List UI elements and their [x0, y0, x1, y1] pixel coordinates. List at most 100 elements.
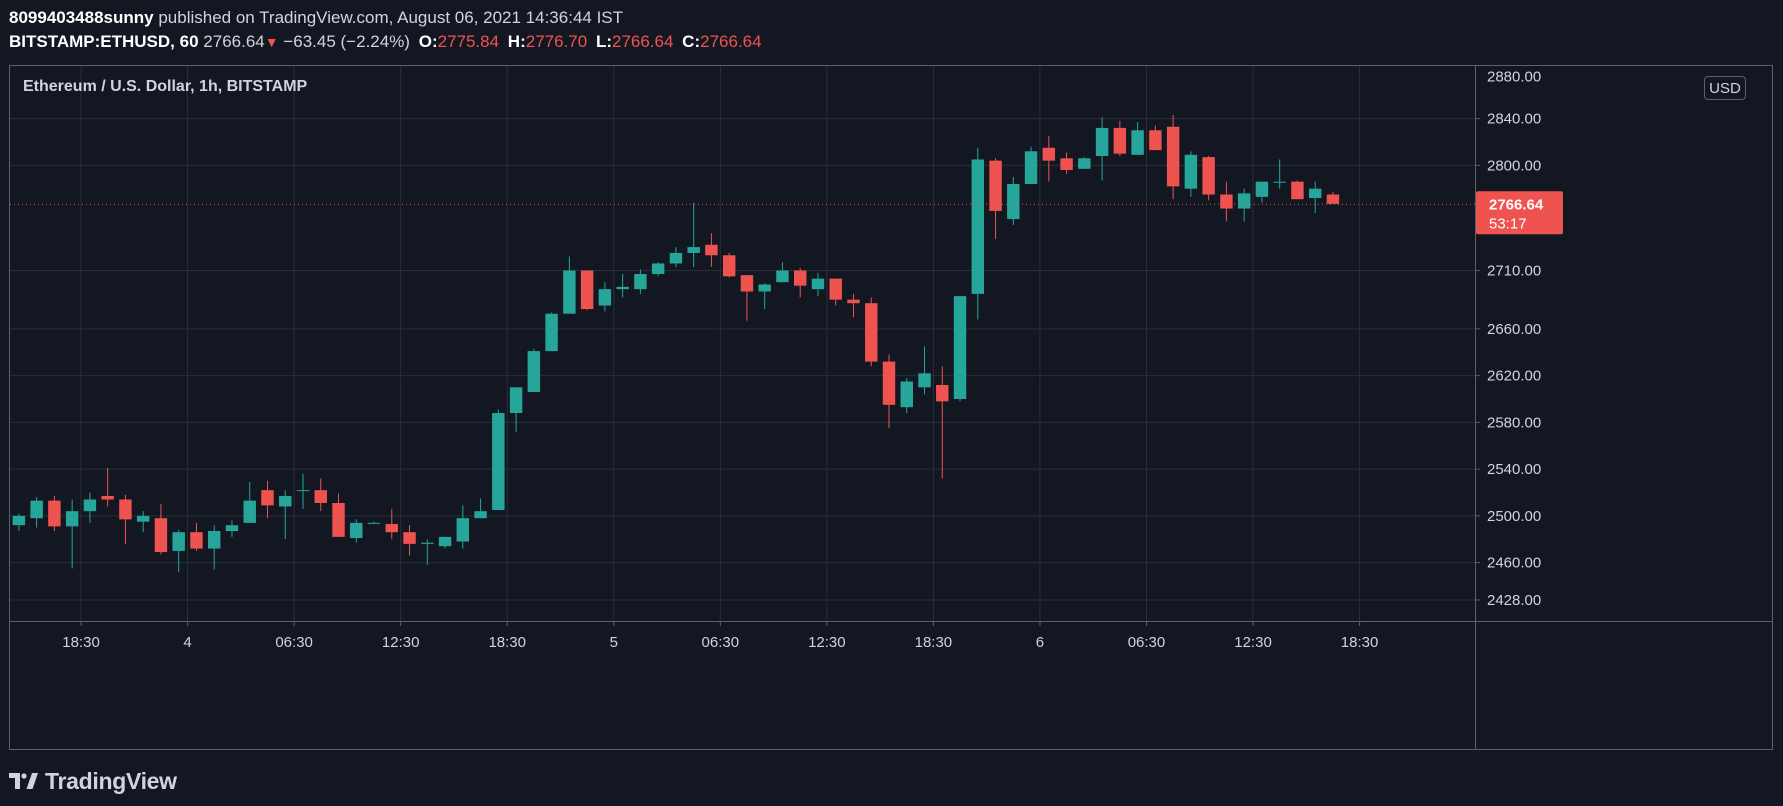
candle-72[interactable] [1291, 180, 1304, 200]
candle-34[interactable] [616, 273, 629, 298]
candle-22[interactable] [403, 525, 416, 556]
candle-20[interactable] [367, 521, 381, 525]
candle-body [865, 303, 878, 362]
currency-button[interactable]: USD [1704, 76, 1746, 100]
candle-52[interactable] [936, 366, 949, 479]
candle-59[interactable] [1060, 152, 1073, 174]
candle-36[interactable] [651, 262, 665, 277]
candle-37[interactable] [669, 247, 683, 267]
candle-body [119, 499, 132, 520]
candle-21[interactable] [385, 508, 399, 540]
candle-50[interactable] [900, 377, 913, 414]
candle-35[interactable] [634, 269, 647, 294]
candle-68[interactable] [1220, 181, 1233, 222]
candle-69[interactable] [1237, 188, 1251, 222]
candle-body [509, 387, 523, 414]
candle-42[interactable] [758, 283, 771, 310]
candle-10[interactable] [190, 522, 203, 551]
author-name[interactable]: 8099403488sunny [9, 8, 154, 27]
price-change: −63.45 (−2.24%) [283, 32, 410, 51]
candle-40[interactable] [722, 252, 736, 278]
candle-body [1131, 130, 1144, 155]
candle-19[interactable] [350, 519, 363, 543]
x-tick-label-2: 06:30 [275, 634, 313, 651]
candle-8[interactable] [154, 504, 168, 555]
candle-15[interactable] [279, 490, 292, 540]
candle-54[interactable] [971, 147, 985, 320]
candle-73[interactable] [1308, 181, 1322, 214]
candle-body [225, 525, 239, 532]
chart-frame [9, 65, 1773, 750]
candle-55[interactable] [989, 158, 1002, 239]
candle-14[interactable] [261, 480, 274, 519]
candle-18[interactable] [332, 493, 345, 537]
candle-46[interactable] [829, 278, 842, 306]
candle-body [669, 252, 683, 264]
candle-57[interactable] [1024, 146, 1038, 185]
candle-39[interactable] [705, 233, 718, 267]
candle-33[interactable] [598, 282, 612, 312]
candle-49[interactable] [882, 354, 896, 429]
candle-body [1042, 147, 1056, 161]
candle-13[interactable] [243, 481, 256, 523]
candle-56[interactable] [1007, 177, 1020, 225]
candle-71[interactable] [1273, 159, 1286, 189]
y-tick-label-0: 2428.00 [1487, 592, 1541, 609]
candle-25[interactable] [456, 505, 470, 549]
candle-43[interactable] [776, 262, 789, 283]
candle-74[interactable] [1326, 192, 1340, 204]
candle-body [456, 518, 470, 542]
candle-27[interactable] [492, 409, 505, 510]
candle-41[interactable] [740, 275, 754, 321]
candle-body [598, 289, 612, 306]
candle-body [403, 532, 416, 544]
candle-26[interactable] [474, 498, 487, 519]
candle-3[interactable] [65, 499, 79, 569]
candle-2[interactable] [48, 495, 61, 532]
candle-1[interactable] [30, 497, 43, 528]
candle-4[interactable] [83, 492, 97, 523]
candle-48[interactable] [865, 297, 878, 367]
candle-5[interactable] [101, 467, 114, 507]
candle-67[interactable] [1202, 155, 1215, 201]
candle-38[interactable] [687, 202, 700, 267]
candle-47[interactable] [847, 293, 860, 318]
candle-51[interactable] [918, 346, 931, 395]
candle-61[interactable] [1095, 117, 1109, 181]
candle-60[interactable] [1078, 157, 1091, 169]
x-tick-label-10: 06:30 [1128, 634, 1166, 651]
candle-29[interactable] [527, 348, 541, 392]
candle-32[interactable] [580, 270, 594, 311]
candle-58[interactable] [1042, 136, 1056, 182]
candle-62[interactable] [1113, 120, 1127, 156]
candle-9[interactable] [172, 529, 185, 572]
candle-53[interactable] [953, 296, 967, 402]
candle-64[interactable] [1149, 125, 1162, 151]
candle-65[interactable] [1166, 115, 1180, 200]
candle-23[interactable] [421, 539, 434, 565]
candle-body [1007, 184, 1020, 220]
candle-70[interactable] [1255, 181, 1269, 203]
candle-body [882, 361, 896, 405]
high-label: H: [507, 32, 526, 51]
candle-body [953, 296, 967, 399]
candle-body [48, 500, 61, 527]
candle-31[interactable] [563, 256, 576, 314]
candle-63[interactable] [1131, 122, 1144, 155]
candle-28[interactable] [509, 387, 523, 432]
candle-17[interactable] [314, 478, 327, 512]
candle-11[interactable] [207, 525, 221, 570]
candle-45[interactable] [811, 272, 825, 297]
candle-body [261, 490, 274, 506]
candlestick-chart[interactable]: 2428.00 2460.00 2500.00 2540.00 2580.00 2620.… [10, 66, 1772, 749]
candle-24[interactable] [438, 536, 452, 549]
candle-12[interactable] [225, 520, 239, 537]
candle-7[interactable] [136, 511, 150, 533]
candle-30[interactable] [545, 312, 558, 352]
candle-44[interactable] [793, 268, 807, 298]
candle-0[interactable] [12, 513, 26, 532]
candle-6[interactable] [119, 494, 132, 544]
candle-16[interactable] [296, 473, 310, 509]
candle-body [296, 490, 310, 492]
candle-66[interactable] [1184, 151, 1198, 197]
